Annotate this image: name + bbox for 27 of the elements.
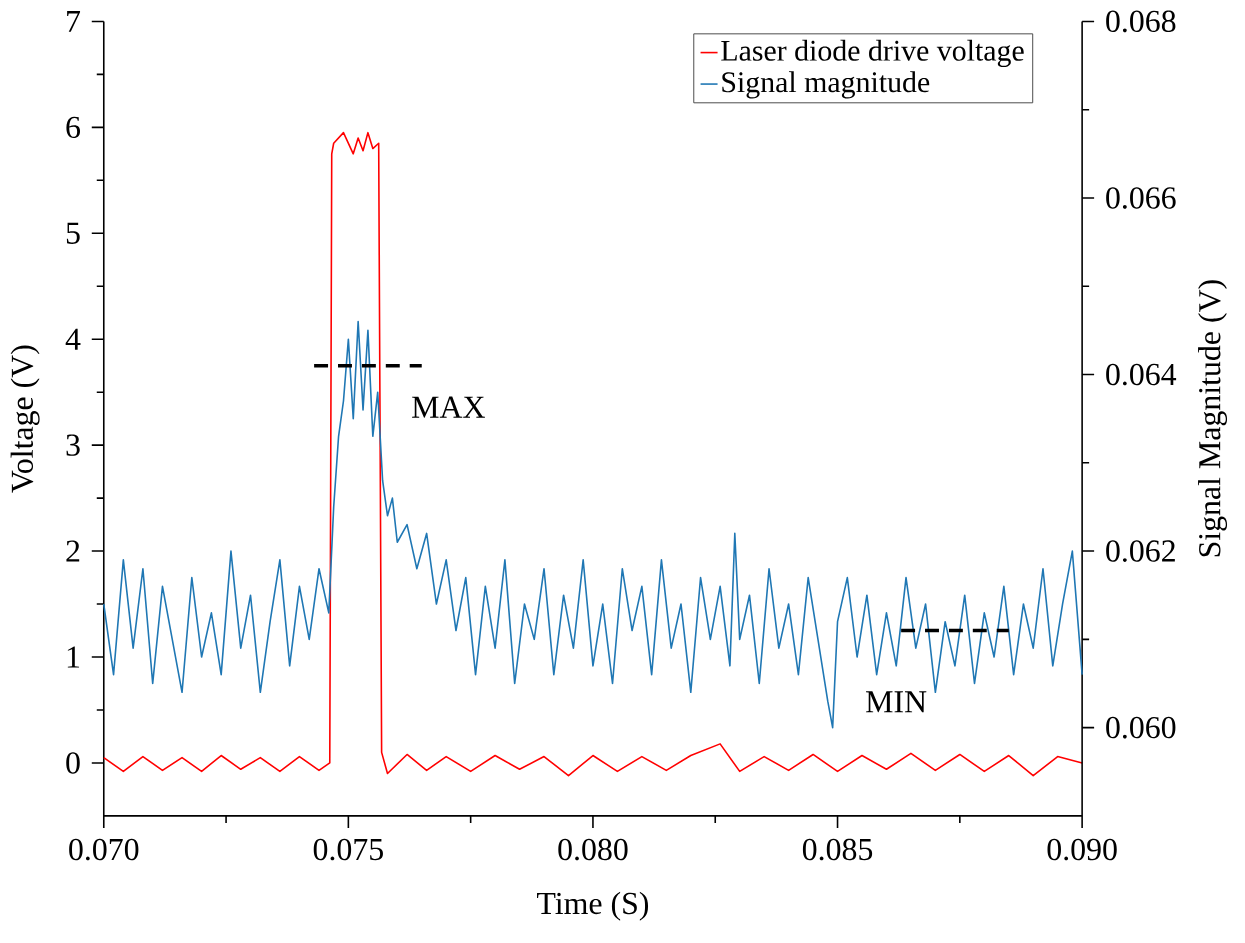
y-tick-label: 1 xyxy=(67,646,80,668)
y2-axis-title: Signal Magnitude (V) xyxy=(1198,280,1228,557)
y2-tick-label: 0.062 xyxy=(1106,540,1175,562)
y-tick-label: 3 xyxy=(66,434,80,456)
y-tick-label: 6 xyxy=(66,116,81,139)
y-tick-label: 5 xyxy=(66,222,80,244)
y2-tick-label: 0.064 xyxy=(1106,363,1177,386)
y-tick-label: 2 xyxy=(66,540,80,562)
x-tick-label: 0.075 xyxy=(313,838,383,861)
y-tick-label: 4 xyxy=(65,328,81,350)
y-tick-label: 0 xyxy=(66,752,80,774)
x-tick-label: 0.085 xyxy=(802,838,873,861)
legend-label: Laser diode drive voltage xyxy=(721,39,1024,68)
y2-tick-label: 0.068 xyxy=(1106,10,1176,33)
x-tick-label: 0.080 xyxy=(558,838,628,861)
legend-label: Signal magnitude xyxy=(722,71,930,99)
y-tick-label: 7 xyxy=(67,11,81,32)
line-series xyxy=(102,320,1083,729)
x-tick-label: 0.070 xyxy=(69,838,139,861)
annotation: MIN xyxy=(866,691,927,713)
y-axis-title: Voltage (V) xyxy=(10,345,40,493)
line-series xyxy=(102,131,1083,777)
x-tick-label: 0.090 xyxy=(1047,838,1117,861)
annotation: MAX xyxy=(412,396,485,418)
y2-tick-label: 0.066 xyxy=(1106,187,1176,209)
x-axis-title: Time (S) xyxy=(537,891,649,921)
y2-tick-label: 0.060 xyxy=(1106,716,1176,739)
